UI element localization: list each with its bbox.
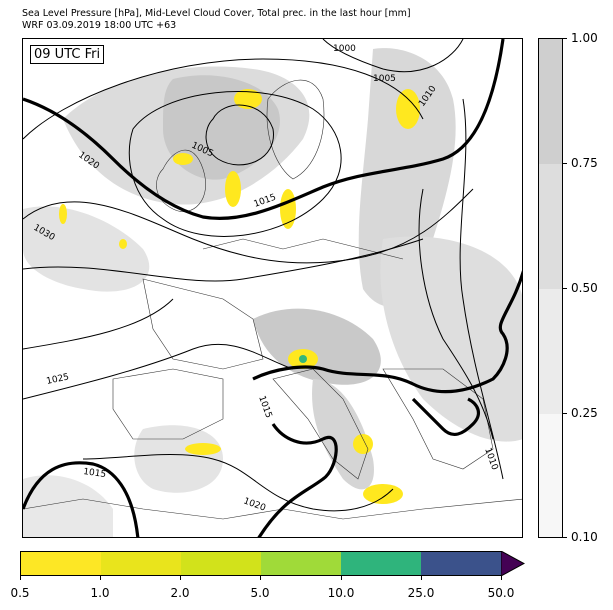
cloud-region-atlantic bbox=[23, 206, 150, 292]
weather-map: 1000 1005 1010 1005 1020 1015 1030 1025 … bbox=[22, 38, 523, 538]
colorbar-extend-arrow bbox=[501, 551, 525, 576]
colorbar-tick-label: 0.75 bbox=[571, 156, 598, 170]
precip-cell bbox=[396, 89, 420, 129]
map-canvas: 1000 1005 1010 1005 1020 1015 1030 1025 … bbox=[23, 39, 522, 537]
colorbar-tick-label: 25.0 bbox=[407, 586, 435, 600]
colorbar-segment bbox=[539, 39, 562, 164]
colorbar-tick-mark bbox=[260, 576, 261, 580]
isobar-label: 1000 bbox=[333, 44, 356, 54]
isobar bbox=[82, 454, 394, 512]
isobar bbox=[23, 238, 424, 282]
colorbar-segment bbox=[101, 552, 181, 575]
colorbar-tick-mark bbox=[563, 537, 567, 538]
colorbar-tick-label: 1.0 bbox=[90, 586, 110, 600]
precip-cell bbox=[173, 153, 193, 165]
colorbar-tick-label: 5.0 bbox=[250, 586, 270, 600]
cloud-region-southwest bbox=[23, 475, 113, 537]
bold-isobar bbox=[23, 39, 505, 220]
cloud-cover-colorbar bbox=[538, 38, 563, 538]
figure-title: Sea Level Pressure [hPa], Mid-Level Clou… bbox=[22, 8, 411, 32]
colorbar-segment bbox=[261, 552, 341, 575]
bold-isobar-layer bbox=[23, 39, 522, 537]
bold-isobar bbox=[257, 423, 338, 537]
precip-cell bbox=[234, 89, 262, 109]
colorbar-tick-mark bbox=[563, 38, 567, 39]
colorbar-tick-mark bbox=[20, 576, 21, 580]
colorbar-segment bbox=[181, 552, 261, 575]
isobar bbox=[322, 39, 464, 73]
colorbar-tick-mark bbox=[421, 576, 422, 580]
title-line-2: WRF 03.09.2019 18:00 UTC +63 bbox=[22, 20, 177, 31]
colorbar-tick-mark bbox=[563, 163, 567, 164]
isobar-layer bbox=[23, 39, 504, 512]
isobar bbox=[23, 298, 174, 350]
bold-isobar bbox=[411, 397, 481, 437]
isobar-label: 1015 bbox=[256, 395, 273, 420]
precip-cell bbox=[185, 443, 221, 455]
colorbar-segment bbox=[341, 552, 421, 575]
colorbar-tick-mark bbox=[100, 576, 101, 580]
cloud-region-iberia bbox=[134, 425, 223, 493]
colorbar-tick-label: 0.5 bbox=[10, 586, 30, 600]
colorbar-tick-label: 50.0 bbox=[487, 586, 515, 600]
bold-isobar bbox=[23, 461, 140, 537]
isobar-label: 1025 bbox=[46, 372, 70, 387]
colorbar-tick-label: 0.10 bbox=[571, 530, 598, 544]
colorbar-segment bbox=[421, 552, 501, 575]
precip-cell bbox=[119, 239, 127, 249]
colorbar-segment bbox=[21, 552, 101, 575]
coastline-layer bbox=[23, 79, 522, 520]
isobar bbox=[418, 188, 494, 440]
colorbar-segment bbox=[539, 289, 562, 414]
cloud-region-italy bbox=[312, 379, 374, 490]
title-line-1: Sea Level Pressure [hPa], Mid-Level Clou… bbox=[22, 8, 411, 19]
precip-cell-heavy bbox=[299, 355, 307, 363]
isobar-label: 1005 bbox=[373, 74, 396, 84]
colorbar-tick-label: 10.0 bbox=[327, 586, 355, 600]
precip-cell bbox=[59, 204, 67, 224]
cloud-region-east bbox=[380, 236, 522, 442]
colorbar-tick-label: 2.0 bbox=[170, 586, 190, 600]
isobar bbox=[128, 91, 342, 237]
isobar bbox=[205, 104, 274, 166]
colorbar-tick-mark bbox=[341, 576, 342, 580]
precipitation-layer bbox=[59, 89, 420, 504]
isobar bbox=[23, 343, 294, 400]
precip-cell bbox=[363, 484, 403, 504]
precip-cell bbox=[225, 171, 241, 207]
bold-isobar bbox=[252, 270, 522, 394]
colorbar-tick-label: 1.00 bbox=[571, 31, 598, 45]
valid-time-box: 09 UTC Fri bbox=[30, 45, 105, 64]
colorbar-tick-label: 0.25 bbox=[571, 406, 598, 420]
colorbar-tick-mark bbox=[563, 413, 567, 414]
colorbar-tick-mark bbox=[563, 288, 567, 289]
isobar-label: 1015 bbox=[83, 467, 107, 480]
precipitation-colorbar bbox=[20, 551, 502, 576]
isobar bbox=[459, 98, 504, 480]
colorbar-tick-label: 0.50 bbox=[571, 281, 598, 295]
colorbar-tick-mark bbox=[180, 576, 181, 580]
isobar bbox=[23, 58, 424, 140]
isobar-label: 1020 bbox=[242, 496, 267, 513]
colorbar-segment bbox=[539, 164, 562, 289]
colorbar-tick-mark bbox=[501, 576, 502, 580]
colorbar-segment bbox=[539, 414, 562, 537]
precip-cell bbox=[353, 434, 373, 454]
isobar bbox=[23, 188, 474, 264]
